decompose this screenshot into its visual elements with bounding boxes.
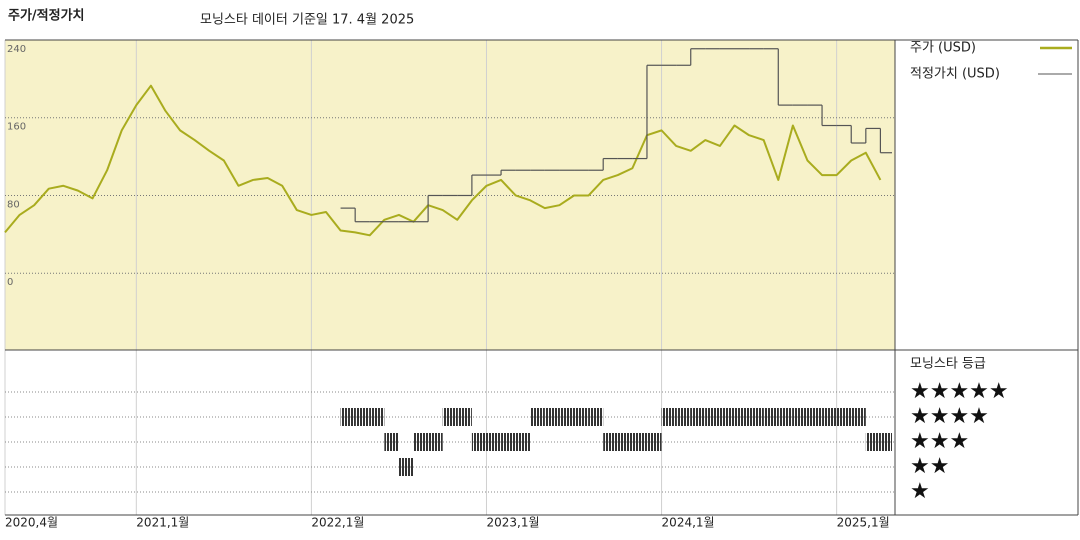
chart-subtitle: 모닝스타 데이터 기준일 17. 4월 2025 bbox=[200, 13, 414, 28]
rating-bar bbox=[501, 433, 516, 451]
rating-bar bbox=[865, 433, 881, 451]
rating-bar bbox=[413, 433, 429, 451]
rating-bar bbox=[340, 408, 356, 426]
rating-bar bbox=[778, 408, 793, 426]
rating-bar bbox=[719, 408, 735, 426]
x-tick-label: 2024,1월 bbox=[662, 516, 715, 530]
x-tick-label: 2020,4월 bbox=[5, 516, 58, 530]
chart-title: 주가/적정가치 bbox=[8, 8, 85, 24]
rating-bar bbox=[530, 408, 545, 426]
rating-bar bbox=[822, 408, 837, 426]
rating-stars: ★ bbox=[910, 479, 930, 504]
rating-bar bbox=[792, 408, 808, 426]
rating-bar bbox=[763, 408, 779, 426]
ratings-title: 모닝스타 등급 bbox=[910, 357, 986, 372]
rating-stars: ★★ bbox=[910, 454, 949, 479]
rating-bar bbox=[807, 408, 823, 426]
rating-stars: ★★★★ bbox=[910, 404, 989, 429]
rating-bar bbox=[355, 408, 370, 426]
rating-bar bbox=[428, 433, 443, 451]
rating-bar bbox=[661, 408, 677, 426]
price-line bbox=[4, 84, 882, 237]
y-tick-label: 80 bbox=[7, 199, 20, 210]
rating-bar bbox=[442, 408, 458, 426]
rating-stars: ★★★ bbox=[910, 429, 969, 454]
x-tick-label: 2021,1월 bbox=[136, 516, 189, 530]
rating-bar bbox=[588, 408, 604, 426]
rating-bar bbox=[486, 433, 502, 451]
rating-bar bbox=[398, 458, 414, 476]
rating-bar bbox=[457, 408, 472, 426]
x-tick-label: 2023,1월 bbox=[486, 516, 539, 530]
rating-bar bbox=[705, 408, 720, 426]
rating-bar bbox=[749, 408, 764, 426]
rating-bar bbox=[603, 433, 618, 451]
rating-bar bbox=[559, 408, 575, 426]
rating-bar bbox=[632, 433, 647, 451]
legend-label: 적정가치 (USD) bbox=[910, 67, 1000, 82]
rating-bar bbox=[471, 433, 487, 451]
rating-bar bbox=[836, 408, 852, 426]
x-tick-label: 2022,1월 bbox=[311, 516, 364, 530]
rating-bar bbox=[646, 433, 662, 451]
rating-bar bbox=[369, 408, 385, 426]
rating-stars: ★★★★★ bbox=[910, 379, 1009, 404]
rating-bar bbox=[384, 433, 399, 451]
y-tick-label: 0 bbox=[7, 277, 13, 288]
rating-bar bbox=[574, 408, 589, 426]
rating-bar bbox=[544, 408, 560, 426]
legend-label: 주가 (USD) bbox=[910, 41, 976, 56]
y-tick-label: 240 bbox=[7, 44, 26, 55]
x-tick-label: 2025,1월 bbox=[837, 516, 890, 530]
frame bbox=[5, 39, 1079, 516]
rating-bar bbox=[880, 433, 892, 451]
rating-bar bbox=[734, 408, 750, 426]
y-tick-label: 160 bbox=[7, 122, 26, 133]
rating-bar bbox=[676, 408, 691, 426]
rating-bar bbox=[617, 433, 633, 451]
rating-bar bbox=[690, 408, 706, 426]
rating-bar bbox=[851, 408, 866, 426]
rating-bar bbox=[515, 433, 531, 451]
